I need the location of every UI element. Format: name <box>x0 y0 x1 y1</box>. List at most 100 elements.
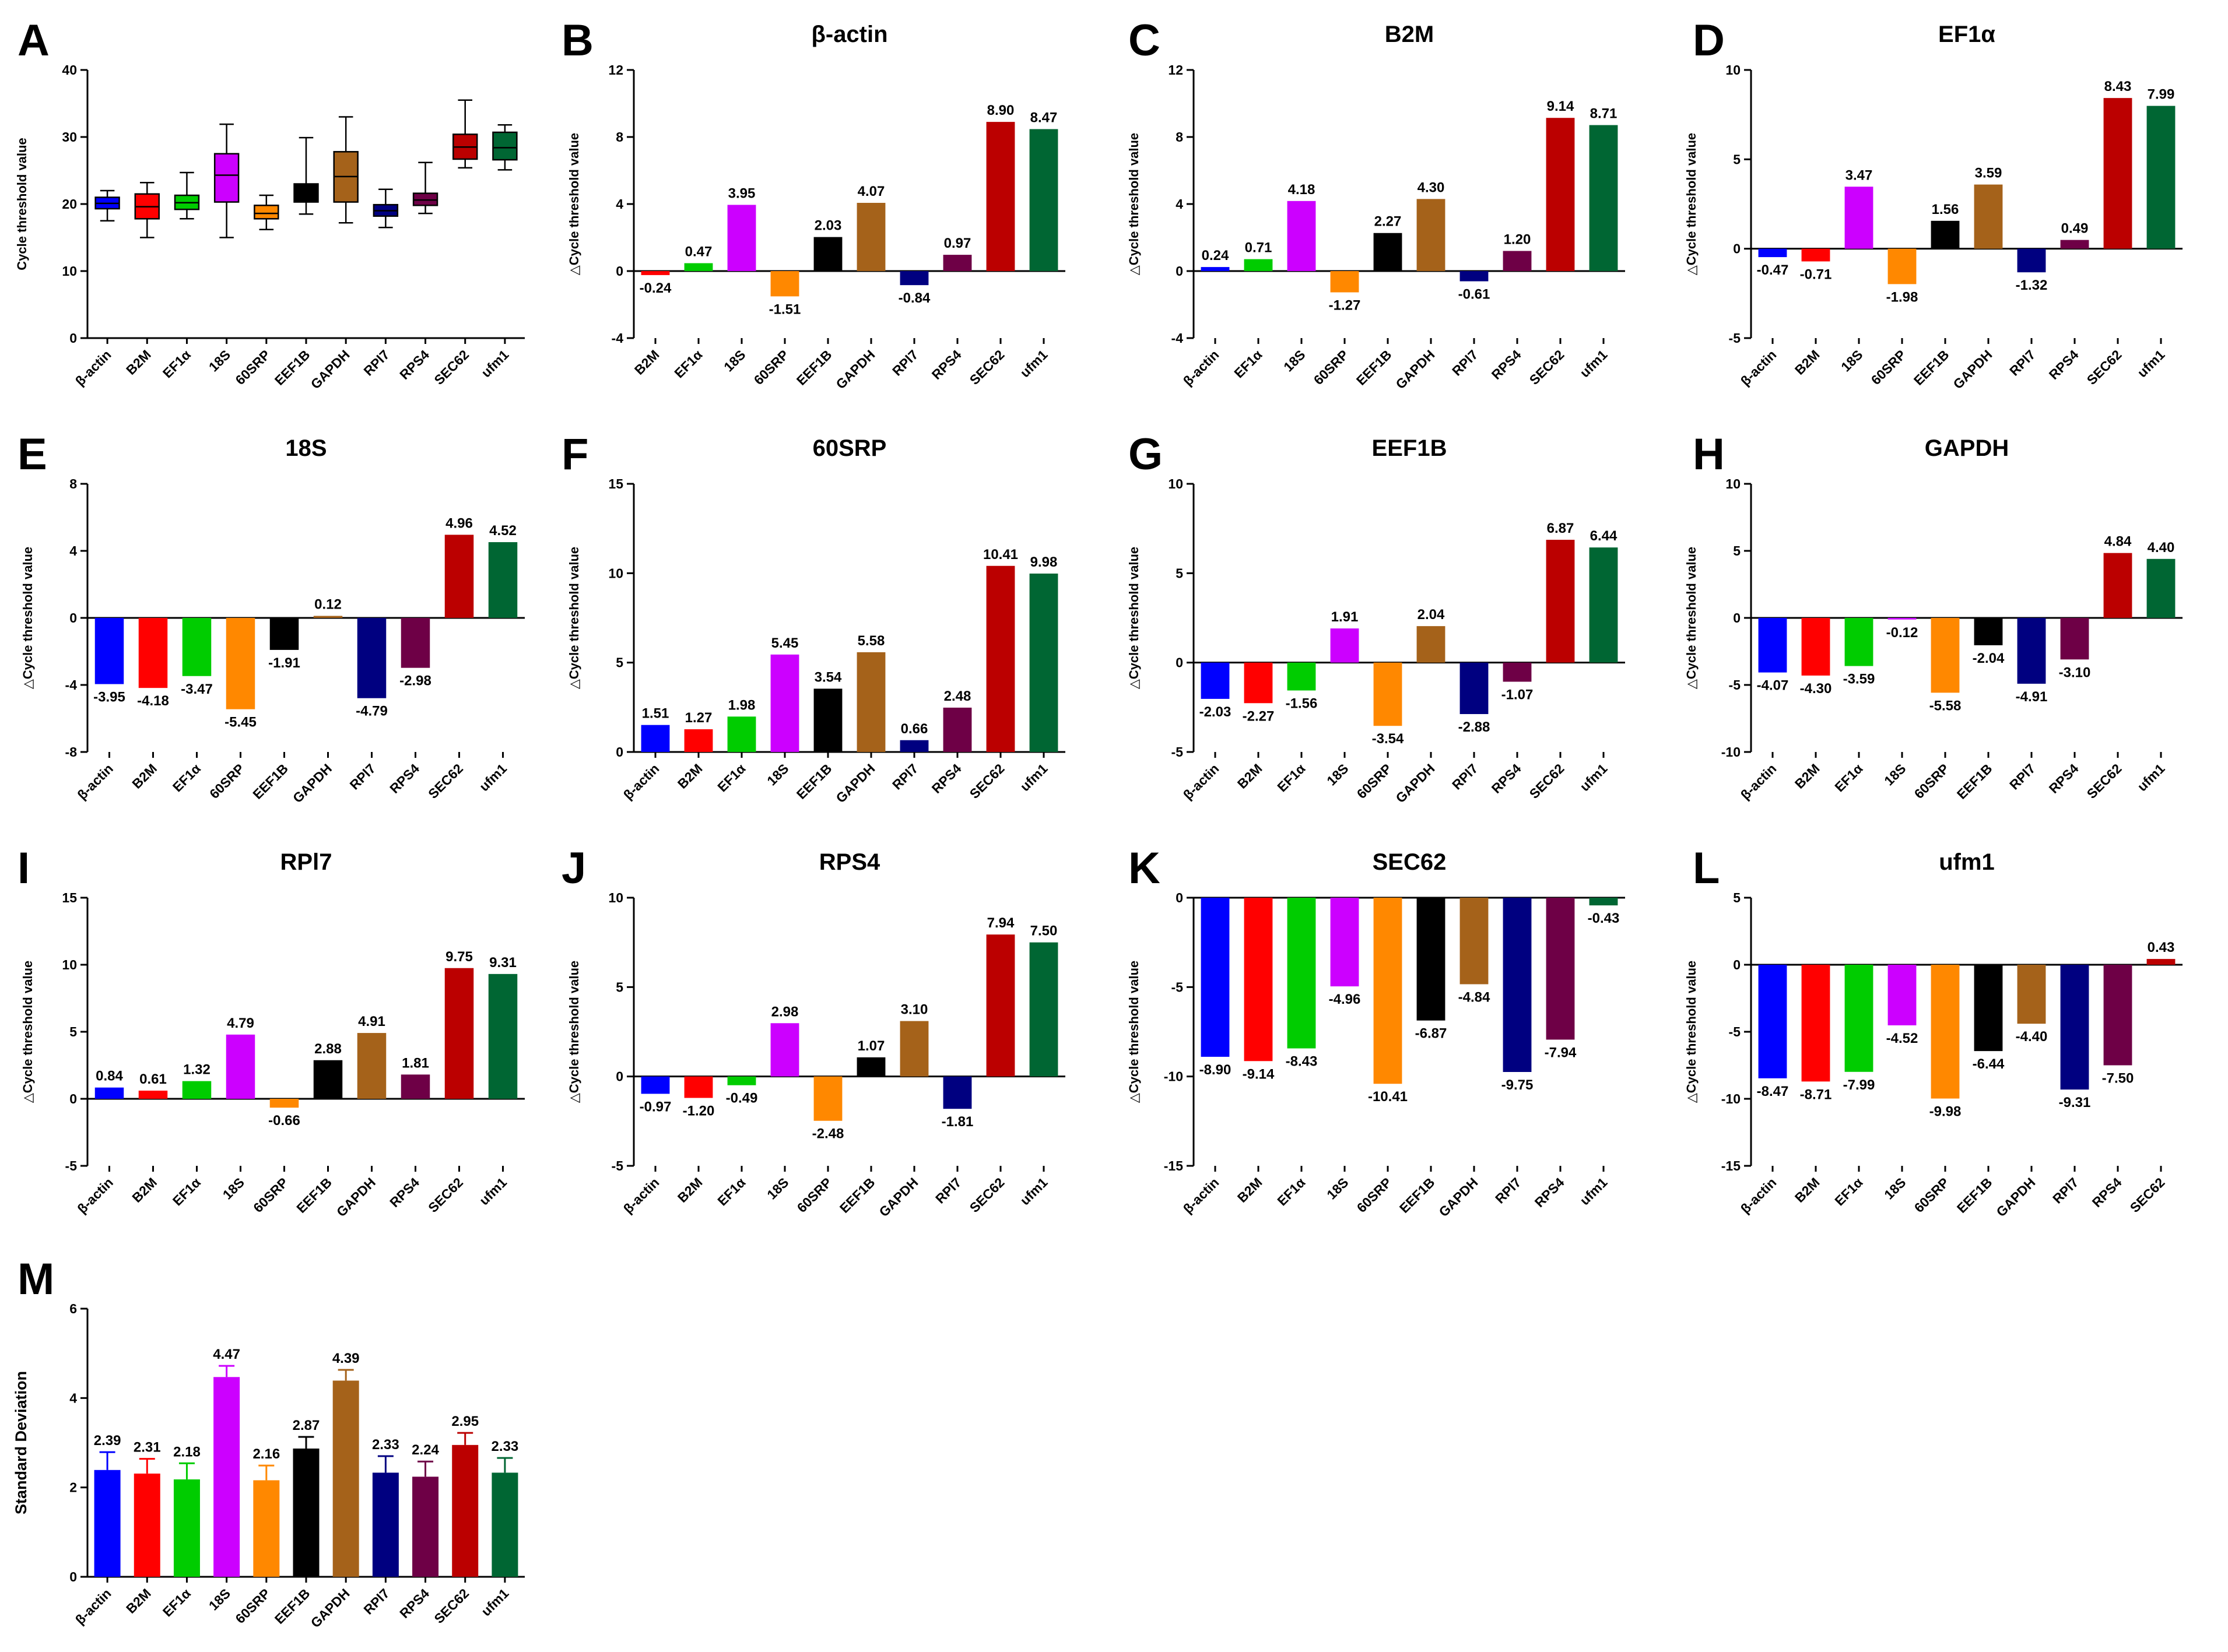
panel-letter: A <box>17 16 50 65</box>
x-tick-label: EEF1B <box>837 1175 878 1216</box>
bar-SEC62 <box>1546 118 1575 271</box>
x-tick-label: 60SRP <box>1911 1175 1952 1215</box>
bar-EF1α <box>727 716 756 752</box>
y-tick-label: 0 <box>69 1091 77 1106</box>
bar-18S <box>770 1023 799 1077</box>
x-tick-label: RPl7 <box>932 1175 964 1207</box>
x-tick-label: B2M <box>123 1586 154 1616</box>
data-label: -2.98 <box>399 673 431 689</box>
panel-title: ufm1 <box>1939 849 1995 875</box>
data-label: 2.33 <box>372 1437 399 1453</box>
bar-SEC62 <box>2103 553 2132 618</box>
data-label: 1.07 <box>858 1038 885 1054</box>
bar-β-actin <box>94 618 124 684</box>
bar-GAPDH <box>1459 898 1489 985</box>
y-tick-label: 0 <box>69 610 77 625</box>
data-label: -4.52 <box>1886 1031 1918 1046</box>
bar-EF1α <box>684 263 713 271</box>
bar-SEC62 <box>986 934 1015 1077</box>
data-label: 2.03 <box>815 218 842 234</box>
bar-EEF1B <box>1974 965 2003 1052</box>
panel-title: RPl7 <box>280 849 332 875</box>
data-label: -0.47 <box>1757 262 1789 278</box>
y-tick-label: 12 <box>608 62 623 78</box>
x-tick-label: SEC62 <box>425 761 466 802</box>
panel-F: F 60SRP △Cycle threshold value 0 5 10 15 β-acti… <box>562 430 1065 806</box>
data-label: 2.98 <box>771 1004 799 1020</box>
data-label: -4.07 <box>1757 678 1789 694</box>
bar-18S <box>1330 628 1359 663</box>
data-label: 2.16 <box>252 1446 280 1462</box>
x-tick-label: GAPDH <box>876 1175 921 1219</box>
x-tick-label: EF1α <box>1831 1175 1865 1208</box>
x-tick-label: GAPDH <box>833 347 878 392</box>
x-tick-label: 18S <box>1324 1175 1351 1202</box>
data-label: -0.71 <box>1800 266 1832 282</box>
y-tick-label: -5 <box>1171 744 1184 760</box>
y-tick-label: -4 <box>612 331 624 346</box>
y-tick-label: 0 <box>1176 890 1183 905</box>
data-label: -4.91 <box>2016 689 2048 705</box>
bar-18S <box>1887 618 1917 620</box>
y-tick-label: 12 <box>1168 62 1183 78</box>
data-label: -1.56 <box>1286 696 1318 712</box>
data-label: -7.99 <box>1843 1077 1875 1093</box>
x-tick-label: EF1α <box>1274 761 1308 795</box>
bar-ufm1 <box>488 542 518 618</box>
y-axis-label: △Cycle threshold value <box>1127 133 1141 275</box>
bar-GAPDH <box>2017 965 2046 1024</box>
data-label: 4.84 <box>2104 534 2132 550</box>
bar-60SRP <box>1931 965 1960 1099</box>
data-label: 4.07 <box>858 184 885 199</box>
x-tick-label: RPl7 <box>360 1586 392 1618</box>
y-tick-label: 15 <box>62 890 77 905</box>
bar-RPl7 <box>900 271 929 286</box>
x-tick-label: 60SRP <box>1354 1175 1395 1215</box>
bar-RPl7 <box>2060 965 2089 1090</box>
y-tick-label: 20 <box>62 196 77 212</box>
bar-ufm1 <box>1589 125 1618 271</box>
data-label: 4.47 <box>213 1347 240 1362</box>
y-axis-label: △Cycle threshold value <box>567 961 581 1103</box>
x-tick-label: SEC62 <box>431 1586 472 1626</box>
data-label: 8.43 <box>2104 79 2132 94</box>
x-tick-label: GAPDH <box>1950 347 1995 392</box>
data-label: -8.90 <box>1199 1062 1231 1078</box>
y-tick-label: 30 <box>62 129 77 145</box>
x-tick-label: GAPDH <box>308 1586 353 1630</box>
data-label: 4.30 <box>1418 180 1445 195</box>
bar-B2M <box>641 271 670 275</box>
bar-RPS4 <box>1546 898 1575 1040</box>
x-tick-label: RPS4 <box>397 1586 432 1621</box>
y-axis-label: △Cycle threshold value <box>1127 961 1141 1103</box>
data-label: 9.31 <box>489 955 517 971</box>
y-tick-label: 4 <box>1176 196 1183 212</box>
y-tick-label: 5 <box>1733 890 1741 905</box>
bar-ufm1 <box>1029 573 1058 752</box>
box-RPl7 <box>373 188 399 229</box>
bar-β-actin <box>641 725 670 752</box>
bar-GAPDH <box>857 202 886 271</box>
panel-M: M Standard Deviation 0 2 4 6 β-actin B2M EF1α 18S… <box>12 1254 525 1630</box>
data-label: -8.71 <box>1800 1087 1832 1102</box>
y-tick-label: -4 <box>1171 331 1184 346</box>
x-tick-label: EF1α <box>160 347 194 381</box>
y-tick-label: -15 <box>1164 1158 1183 1173</box>
data-label: 4.91 <box>358 1014 385 1029</box>
panel-letter: I <box>17 843 30 893</box>
data-label: -0.49 <box>726 1091 758 1106</box>
y-tick-label: 0 <box>1733 241 1741 256</box>
bar-60SRP <box>253 1480 280 1577</box>
bar-EEF1B <box>1416 898 1445 1021</box>
y-tick-label: 0 <box>1176 655 1183 670</box>
y-tick-label: -10 <box>1721 744 1741 760</box>
y-axis-label: △Cycle threshold value <box>1684 961 1699 1103</box>
bar-β-actin <box>94 1087 124 1099</box>
y-tick-label: 10 <box>62 263 77 279</box>
x-tick-label: GAPDH <box>308 347 353 392</box>
y-axis-label: Cycle threshold value <box>15 138 29 270</box>
y-tick-label: 40 <box>62 62 77 78</box>
bar-β-actin <box>641 1076 670 1094</box>
data-label: 3.95 <box>728 185 756 201</box>
x-tick-label: 18S <box>1838 347 1865 374</box>
